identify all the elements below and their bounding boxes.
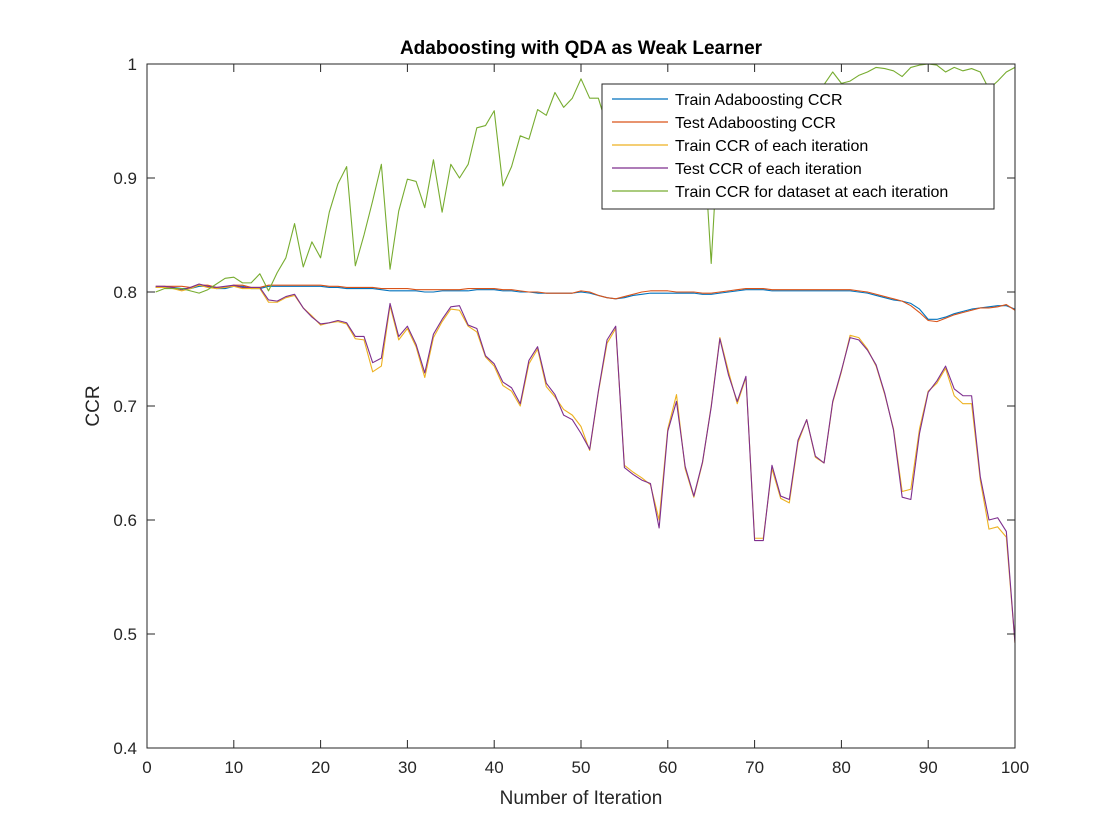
x-tick-label: 40 bbox=[485, 758, 504, 777]
y-tick-label: 0.8 bbox=[113, 283, 137, 302]
y-tick-label: 1 bbox=[128, 55, 137, 74]
chart-title: Adaboosting with QDA as Weak Learner bbox=[400, 38, 763, 59]
legend-label: Test Adaboosting CCR bbox=[675, 115, 836, 132]
x-tick-label: 0 bbox=[142, 758, 151, 777]
legend-box bbox=[601, 83, 995, 210]
legend-label: Train Adaboosting CCR bbox=[675, 92, 843, 109]
series-layer bbox=[155, 63, 1016, 644]
legend-label: Train CCR of each iteration bbox=[675, 138, 868, 155]
legend-label: Train CCR for dataset at each iteration bbox=[675, 184, 948, 201]
x-tick-label: 10 bbox=[224, 758, 243, 777]
y-tick-label: 0.6 bbox=[113, 511, 137, 530]
y-tick-label: 0.7 bbox=[113, 397, 137, 416]
series-line-4 bbox=[155, 283, 1016, 644]
x-axis-label: Number of Iteration bbox=[500, 788, 663, 809]
y-tick-label: 0.5 bbox=[113, 625, 137, 644]
x-tick-label: 50 bbox=[572, 758, 591, 777]
x-tick-label: 100 bbox=[1001, 758, 1029, 777]
y-tick-label: 0.4 bbox=[113, 739, 137, 758]
legend: Train Adaboosting CCR Test Adaboosting CC… bbox=[601, 83, 995, 210]
legend-label: Test CCR of each iteration bbox=[675, 161, 862, 178]
y-tick-label: 0.9 bbox=[113, 169, 137, 188]
x-tick-label: 80 bbox=[832, 758, 851, 777]
axes-layer: 0 10 20 30 40 50 60 70 80 90 100 0.4 0.5 0.6 0.7 0.8 0.9… bbox=[113, 55, 1029, 777]
y-axis-label: CCR bbox=[83, 385, 104, 426]
x-tick-label: 90 bbox=[919, 758, 938, 777]
x-tick-label: 70 bbox=[745, 758, 764, 777]
series-line-2 bbox=[155, 284, 1016, 323]
x-tick-label: 30 bbox=[398, 758, 417, 777]
x-tick-label: 20 bbox=[311, 758, 330, 777]
series-line-1 bbox=[155, 285, 1016, 320]
series-line-5 bbox=[155, 63, 1016, 294]
x-tick-label: 60 bbox=[658, 758, 677, 777]
